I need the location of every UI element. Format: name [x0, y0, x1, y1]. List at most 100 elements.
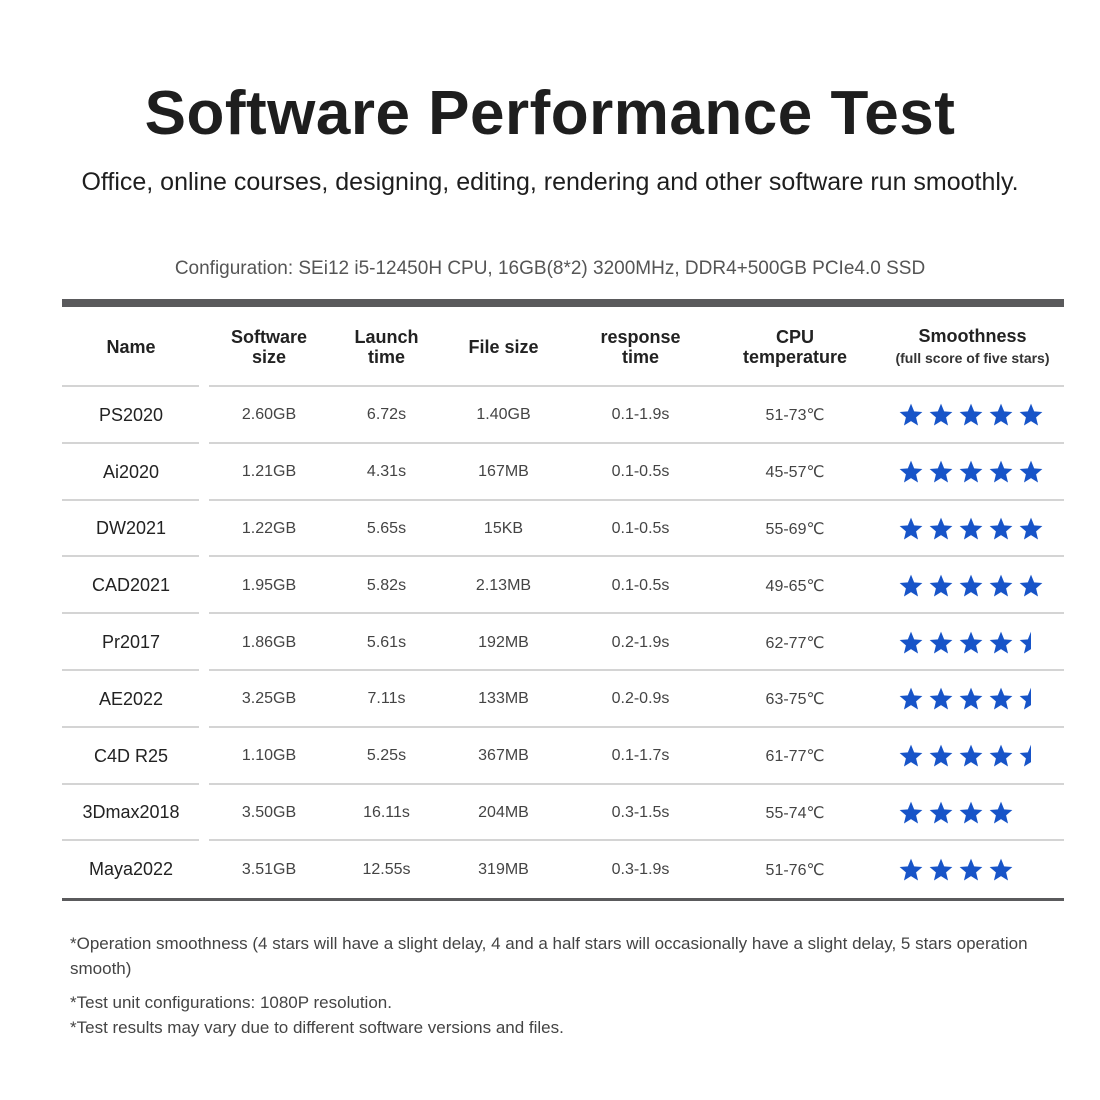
- cell-software-size: 3.51GB: [241, 860, 297, 878]
- cell-software-size: 1.10GB: [241, 747, 297, 765]
- header-launch-time-line2: time: [367, 347, 405, 367]
- table-row: C4D R25 1.10GB 5.25s 367MB 0.1-1.7s 61-77℃: [62, 728, 1064, 785]
- header-launch-time: Launch time: [338, 327, 435, 367]
- configuration-text: Configuration: SEi12 i5-12450H CPU, 16GB…: [174, 258, 926, 279]
- star-icon: [959, 631, 983, 654]
- star-icon: [959, 801, 983, 824]
- cell-name: PS2020: [98, 404, 164, 425]
- cell-cpu-temperature: 49-65℃: [765, 577, 825, 595]
- cell-launch-time: 5.65s: [366, 519, 407, 537]
- footnote-variance: *Test results may vary due to different …: [70, 1018, 564, 1037]
- row-divider: [62, 782, 199, 785]
- row-divider: [209, 725, 1064, 728]
- header-smoothness-label: Smoothness: [918, 326, 1027, 346]
- smoothness-rating: [881, 516, 1064, 542]
- star-icon: [959, 858, 983, 881]
- header-cpu-temperature-line2: temperature: [742, 347, 848, 367]
- cell-launch-time: 12.55s: [362, 860, 411, 878]
- cell-software-size: 3.25GB: [241, 690, 297, 708]
- table-top-rule: [62, 299, 1064, 307]
- cell-response-time: 0.1-0.5s: [611, 519, 670, 537]
- cell-name: CAD2021: [91, 575, 171, 596]
- cell-launch-time: 5.25s: [366, 747, 407, 765]
- star-icon: [989, 517, 1013, 540]
- cell-cpu-temperature: 63-75℃: [765, 691, 825, 709]
- smoothness-rating: [881, 573, 1064, 599]
- row-divider: [209, 555, 1064, 558]
- star-icon: [1019, 404, 1043, 426]
- star-icon: [899, 404, 923, 426]
- cell-file-size: 192MB: [478, 633, 529, 651]
- page-title: Software Performance Test: [144, 79, 956, 148]
- row-divider: [62, 498, 199, 501]
- half-star-icon: [1019, 631, 1031, 654]
- header-cpu-temperature: CPU temperature: [709, 327, 881, 367]
- cell-cpu-temperature: 51-73℃: [765, 407, 825, 425]
- cell-name: Maya2022: [88, 859, 174, 880]
- star-icon: [899, 744, 923, 767]
- row-divider: [209, 839, 1064, 842]
- cell-launch-time: 6.72s: [366, 406, 407, 424]
- cell-cpu-temperature: 45-57℃: [765, 464, 825, 482]
- star-icon: [959, 688, 983, 710]
- star-icon: [959, 404, 983, 426]
- cell-response-time: 0.2-0.9s: [611, 690, 670, 708]
- table-row: AE2022 3.25GB 7.11s 133MB 0.2-0.9s 63-75℃: [62, 671, 1064, 728]
- cell-name: 3Dmax2018: [82, 802, 180, 823]
- cell-file-size: 319MB: [478, 860, 529, 878]
- cell-response-time: 0.1-1.7s: [611, 747, 670, 765]
- cell-software-size: 1.95GB: [241, 576, 297, 594]
- footnotes: *Operation smoothness (4 stars will have…: [70, 931, 1060, 1040]
- cell-response-time: 0.1-0.5s: [611, 576, 670, 594]
- row-divider: [209, 441, 1064, 444]
- footnote-resolution: *Test unit configurations: 1080P resolut…: [70, 993, 392, 1012]
- cell-response-time: 0.1-0.5s: [611, 463, 670, 481]
- smoothness-rating: [881, 630, 1064, 656]
- footnote-smoothness: *Operation smoothness (4 stars will have…: [70, 934, 1028, 978]
- star-icon: [929, 404, 953, 426]
- star-icon: [929, 688, 953, 710]
- cell-software-size: 1.22GB: [241, 519, 297, 537]
- star-icon: [929, 517, 953, 540]
- header-software-size: Software size: [200, 327, 338, 367]
- cell-response-time: 0.2-1.9s: [611, 633, 670, 651]
- star-icon: [959, 744, 983, 767]
- table-row: DW2021 1.22GB 5.65s 15KB 0.1-0.5s 55-69℃: [62, 501, 1064, 558]
- smoothness-rating: [881, 857, 1064, 883]
- half-star-icon: [1019, 688, 1031, 710]
- table-row: Pr2017 1.86GB 5.61s 192MB 0.2-1.9s 62-77℃: [62, 614, 1064, 671]
- star-icon: [989, 404, 1013, 426]
- cell-file-size: 204MB: [478, 803, 529, 821]
- row-divider: [62, 668, 199, 671]
- smoothness-rating: [881, 800, 1064, 826]
- row-divider: [62, 385, 199, 387]
- star-icon: [899, 858, 923, 881]
- cell-file-size: 167MB: [478, 463, 529, 481]
- cell-cpu-temperature: 61-77℃: [765, 748, 825, 766]
- star-icon: [1019, 517, 1043, 540]
- star-icon: [899, 801, 923, 824]
- star-icon: [989, 631, 1013, 654]
- table-row: 3Dmax2018 3.50GB 16.11s 204MB 0.3-1.5s 55-74℃: [62, 785, 1064, 842]
- header-software-size-line1: Software: [230, 327, 308, 347]
- cell-software-size: 1.21GB: [241, 463, 297, 481]
- star-icon: [929, 460, 953, 483]
- star-icon: [989, 744, 1013, 767]
- row-divider: [209, 612, 1064, 615]
- header-response-time: response time: [572, 327, 709, 367]
- star-icon: [929, 744, 953, 767]
- cell-name: C4D R25: [93, 745, 169, 766]
- table-row: CAD2021 1.95GB 5.82s 2.13MB 0.1-0.5s 49-65℃: [62, 557, 1064, 615]
- star-icon: [929, 631, 953, 654]
- cell-file-size: 2.13MB: [475, 576, 532, 594]
- cell-launch-time: 4.31s: [366, 463, 407, 481]
- table-row: PS2020 2.60GB 6.72s 1.40GB 0.1-1.9s 51-73℃: [62, 387, 1064, 444]
- cell-launch-time: 5.82s: [366, 576, 407, 594]
- cell-software-size: 3.50GB: [241, 803, 297, 821]
- star-icon: [899, 631, 923, 654]
- star-icon: [1019, 574, 1043, 597]
- row-divider: [62, 612, 199, 615]
- row-divider: [209, 782, 1064, 785]
- cell-response-time: 0.1-1.9s: [611, 406, 670, 424]
- cell-launch-time: 7.11s: [367, 690, 406, 708]
